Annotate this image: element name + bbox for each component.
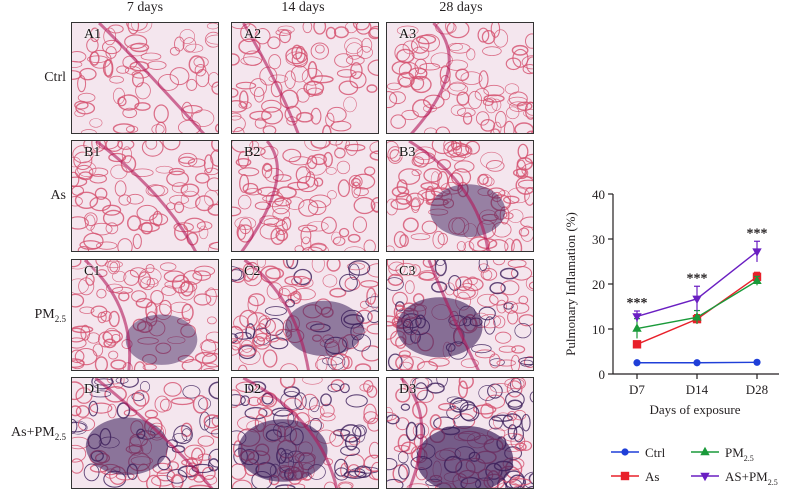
row-label-subscript: 2.5 [54, 313, 66, 324]
chart-annotations: *** *** *** [627, 226, 768, 311]
legend-label-text: PM [725, 445, 744, 460]
legend-label: AS+PM2.5 [725, 469, 778, 487]
legend-label-subscript: 2.5 [768, 478, 778, 487]
data-point [752, 275, 762, 285]
y-axis-label: Pulmonary Inflamation (%) [563, 212, 578, 356]
tissue-image [72, 260, 218, 370]
panel-label: C3 [399, 264, 416, 279]
data-point [632, 340, 642, 349]
histology-panel-b1: B1 [71, 140, 219, 252]
tissue-image [72, 378, 218, 488]
panel-label: B1 [84, 145, 101, 160]
legend-label: PM2.5 [725, 445, 754, 463]
panel-label: D1 [84, 382, 102, 397]
legend-label-subscript: 2.5 [744, 454, 754, 463]
chart-series-layer [632, 240, 762, 367]
significance-mark: *** [627, 296, 648, 311]
inflammation-line-chart: 0 10 20 30 40 D7 D14 D28 *** *** *** Pulmonary In… [563, 187, 779, 487]
panel-label: B3 [399, 145, 416, 160]
series-pm-2-5 [632, 275, 762, 339]
x-tick-label: D14 [686, 382, 709, 397]
row-label-text: PM [34, 307, 55, 322]
panel-label: D3 [399, 382, 417, 397]
panel-label: A2 [244, 27, 262, 42]
histology-panel-a2: A2 [231, 22, 379, 134]
column-header-3: 28 days [439, 0, 483, 15]
row-label-text: As [50, 188, 66, 203]
histology-panel-b2: B2 [231, 140, 379, 252]
histology-panel-c2: C2 [231, 259, 379, 371]
tissue-image [232, 141, 378, 251]
legend-label-text: As [645, 469, 659, 484]
panel-label: C2 [244, 264, 261, 279]
histology-panel-b3: B3 [386, 140, 534, 252]
y-tick-label: 0 [599, 367, 606, 382]
legend-label-text: AS+PM [725, 469, 768, 484]
legend-label: As [645, 469, 659, 484]
x-tick-label: D28 [746, 382, 768, 397]
histology-panel-d3: D3 [386, 377, 534, 489]
data-point [632, 323, 642, 332]
histology-panel-a3: A3 [386, 22, 534, 134]
histology-panel-c3: C3 [386, 259, 534, 371]
row-label-4: As+PM2.5 [0, 425, 66, 442]
data-point [692, 312, 702, 321]
data-point [700, 446, 710, 456]
row-label-subscript: 2.5 [54, 431, 66, 442]
histology-panel-c1: C1 [71, 259, 219, 371]
data-point [633, 359, 641, 367]
significance-mark: *** [747, 226, 768, 241]
series-ctrl [633, 358, 761, 367]
tissue-image [387, 23, 533, 133]
y-tick-label: 20 [592, 277, 605, 292]
tissue-image [387, 260, 533, 370]
data-point [632, 313, 642, 322]
x-tick-label: D7 [629, 382, 645, 397]
row-label-text: Ctrl [44, 70, 66, 85]
legend-label: Ctrl [645, 445, 666, 460]
column-header-2: 14 days [281, 0, 325, 15]
legend-item: AS+PM2.5 [691, 469, 778, 487]
histology-panel-d1: D1 [71, 377, 219, 489]
legend-item: PM2.5 [691, 445, 754, 463]
series-as-pm-2-5 [632, 240, 762, 322]
legend-item: Ctrl [611, 445, 666, 460]
row-label-3: PM2.5 [0, 307, 66, 324]
tissue-image [72, 23, 218, 133]
data-point [700, 472, 710, 482]
row-label-2: As [0, 188, 66, 204]
data-point [753, 358, 761, 366]
tissue-image [232, 378, 378, 488]
tissue-image [387, 141, 533, 251]
chart-axes: 0 10 20 30 40 D7 D14 D28 [592, 187, 779, 397]
histology-panel-d2: D2 [231, 377, 379, 489]
tissue-image [232, 23, 378, 133]
x-axis-label: Days of exposure [650, 402, 741, 417]
data-point [692, 295, 702, 305]
data-point [693, 359, 701, 367]
data-point [620, 471, 630, 481]
row-label-text: As+PM [11, 425, 55, 440]
tissue-image [387, 378, 533, 488]
row-label-1: Ctrl [0, 70, 66, 86]
tissue-image [232, 260, 378, 370]
histology-panel-a1: A1 [71, 22, 219, 134]
data-point [752, 248, 762, 257]
y-tick-label: 10 [592, 322, 605, 337]
panel-label: A1 [84, 27, 102, 42]
panel-label: A3 [399, 27, 417, 42]
y-tick-label: 30 [592, 232, 605, 247]
legend-label-text: Ctrl [645, 445, 666, 460]
tissue-image [72, 141, 218, 251]
panel-label: D2 [244, 382, 262, 397]
column-header-1: 7 days [126, 0, 164, 15]
data-point [621, 448, 629, 456]
legend-item: As [611, 469, 659, 484]
panel-label: B2 [244, 145, 261, 160]
significance-mark: *** [687, 271, 708, 286]
panel-label: C1 [84, 264, 101, 279]
y-tick-label: 40 [592, 187, 605, 202]
